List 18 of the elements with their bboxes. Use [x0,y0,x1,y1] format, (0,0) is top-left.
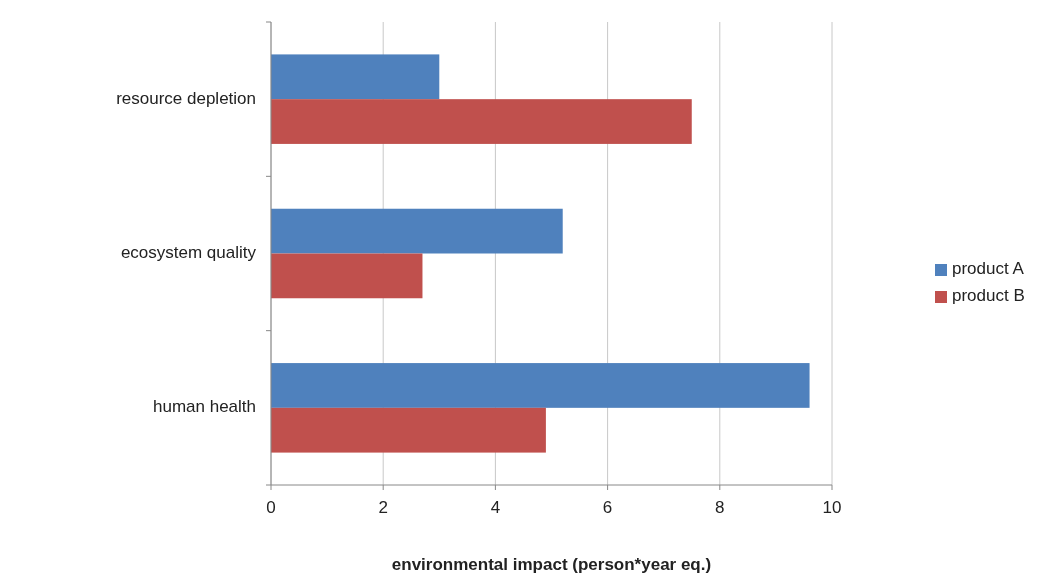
x-tick-label: 10 [822,498,842,517]
bar [271,99,692,144]
x-axis-title: environmental impact (person*year eq.) [391,555,712,574]
bar [271,54,440,100]
bar [271,208,563,254]
x-tick-label: 6 [602,498,613,517]
x-tick-label: 2 [378,498,388,517]
y-tick-label: human health [152,397,256,417]
x-tick-label: 4 [490,498,501,517]
x-tick-label: 8 [715,498,725,517]
bar [271,253,423,299]
legend-label: product A [952,259,1025,279]
legend-label: product B [952,286,1025,306]
bar [271,407,546,453]
x-tick-label: 0 [266,498,276,517]
bar [271,363,810,408]
y-tick-label: resource depletion [116,88,256,108]
y-tick-label: ecosystem quality [120,242,257,262]
